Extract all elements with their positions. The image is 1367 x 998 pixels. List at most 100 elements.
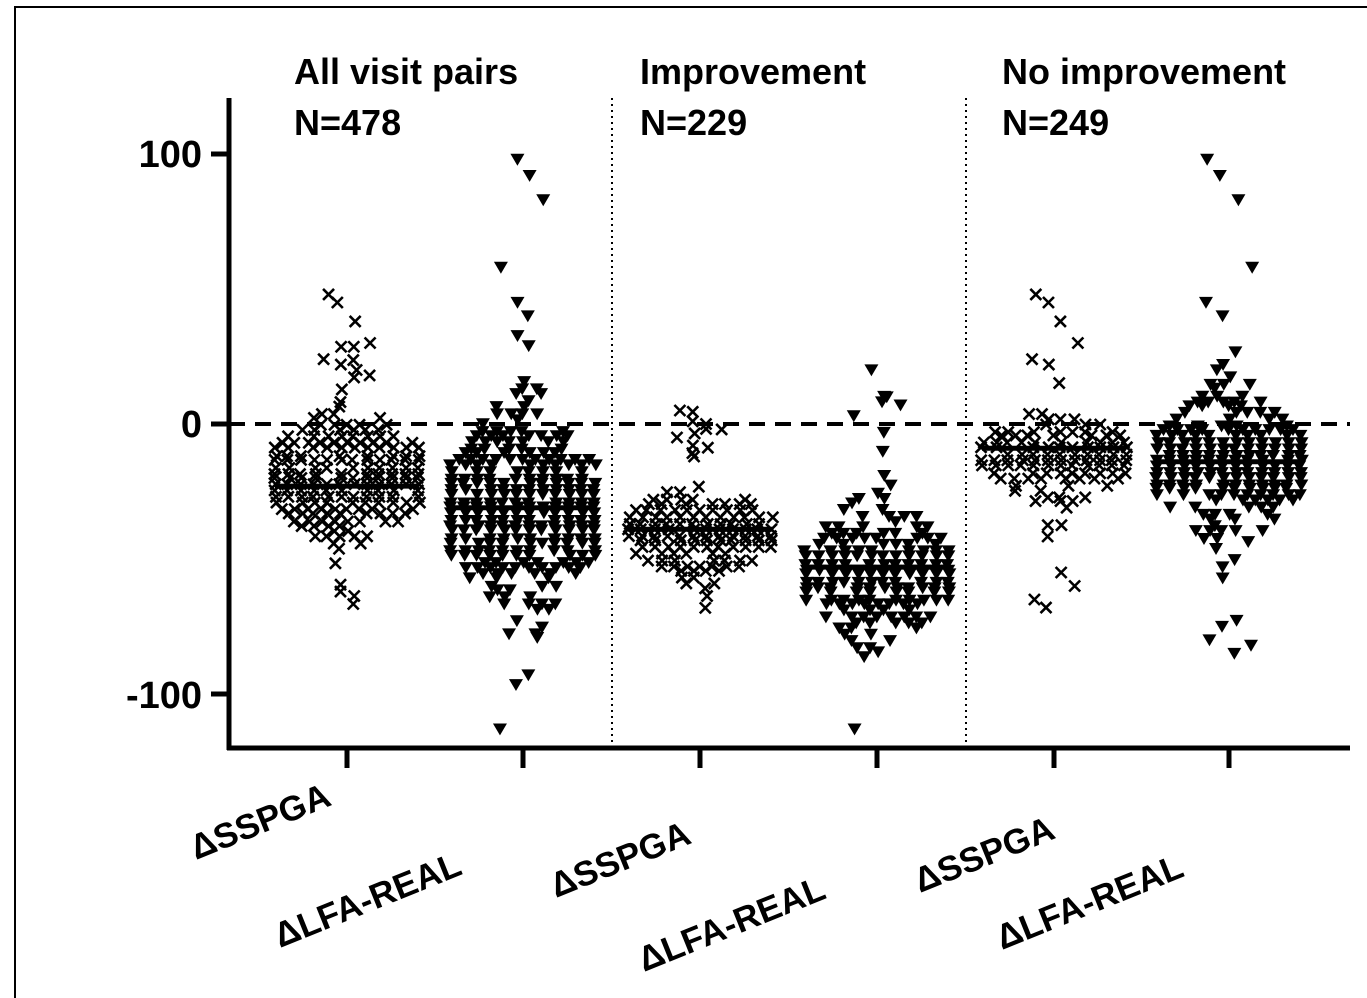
lfa-real-point [523,459,538,472]
lfa-real-point [1149,482,1164,495]
lfa-real-point-outlier [847,723,862,736]
lfa-real-point-outlier [1215,310,1230,323]
lfa-real-point [1195,400,1210,413]
lfa-real-point [875,504,890,516]
lfa-real-point [929,594,944,607]
sspga-point-outlier [1028,593,1041,606]
lfa-real-point [560,430,575,443]
sspga-point [335,383,349,396]
lfa-real-point [523,591,538,604]
sspga-point [661,529,675,543]
lfa-real-point [458,484,473,497]
lfa-real-point [515,408,530,421]
lfa-real-point [876,538,891,551]
lfa-real-point [444,549,459,562]
sspga-point [374,506,387,520]
lfa-real-point [469,447,484,460]
lfa-real-point [535,580,550,593]
lfa-real-point [458,533,473,546]
lfa-real-point [1149,429,1164,442]
lfa-real-point [581,557,596,569]
sspga-point [320,461,334,475]
lfa-real-point [1241,536,1256,549]
lfa-real-point [503,454,518,466]
lfa-real-point [1255,525,1270,537]
lfa-real-point-outlier [510,296,525,309]
lfa-real-point [501,436,516,449]
sspga-point [1100,479,1114,493]
lfa-real-point [1267,443,1282,456]
lfa-real-point-outlier [522,170,537,182]
sspga-point [1106,425,1120,439]
sspga-point [306,441,320,455]
lfa-real-point [548,459,563,472]
lfa-real-point-outlier [1202,634,1217,647]
lfa-real-point [536,447,551,460]
lfa-real-point [587,537,602,550]
sspga-point [328,556,342,570]
lfa-real-point [496,477,511,490]
lfa-real-point [495,562,510,575]
lfa-real-point [1209,364,1224,377]
lfa-real-point [1229,420,1244,433]
lfa-real-point [458,515,473,527]
lfa-real-point [508,524,523,537]
sspga-point-outlier [670,431,684,444]
lfa-real-point [536,459,551,472]
lfa-real-point-outlier [1243,639,1258,652]
lfa-real-point [457,549,472,562]
lfa-real-point [444,488,459,501]
sspga-point [313,436,327,450]
lfa-real-point-outlier [846,410,861,423]
lfa-real-point [547,447,562,460]
lfa-real-point [1253,406,1268,419]
panel-n-all: N=478 [294,102,401,143]
lfa-real-point [1175,429,1190,442]
lfa-real-point [1242,472,1257,485]
sspga-point [281,490,295,504]
lfa-real-point [509,549,524,562]
sspga-point [752,540,766,554]
lfa-real-point [482,591,497,604]
lfa-real-point [910,532,925,545]
lfa-real-point [1228,346,1243,359]
lfa-real-point [883,635,898,648]
sspga-point [379,436,393,450]
lfa-real-point [482,537,497,550]
lfa-real-point [484,507,499,520]
lfa-real-point [521,430,536,443]
lfa-real-point [1229,472,1244,485]
lfa-real-point [819,598,834,611]
lfa-real-point [902,604,917,617]
lfa-real-point [1240,406,1255,419]
sspga-point [751,529,765,543]
sspga-point [334,585,347,598]
lfa-real-point [470,459,485,472]
lfa-real-point [844,635,859,648]
lfa-real-point [850,642,865,655]
sspga-point [1055,518,1068,532]
lfa-real-point [484,430,499,443]
lfa-real-point [1241,443,1256,456]
sspga-point-outlier [1042,358,1056,372]
sspga-point [352,502,366,516]
lfa-real-point [1203,525,1218,537]
lfa-real-point [1254,472,1269,485]
lfa-real-point [1203,513,1218,526]
lfa-real-point-outlier [1198,296,1213,309]
lfa-real-point [1215,572,1230,585]
sspga-point [727,510,741,524]
sspga-point [1060,501,1074,515]
lfa-real-point [1248,494,1263,507]
lfa-real-point [818,521,833,534]
lfa-real-point-outlier [492,723,507,736]
lfa-real-point [849,586,864,599]
lfa-real-point [508,562,523,575]
sspga-point [698,601,712,615]
lfa-real-point [1221,400,1236,413]
sspga-point [372,441,386,455]
lfa-real-point [535,621,550,634]
sspga-point [1041,518,1055,532]
lfa-real-point [1177,482,1192,495]
lfa-real-point [1272,494,1287,507]
